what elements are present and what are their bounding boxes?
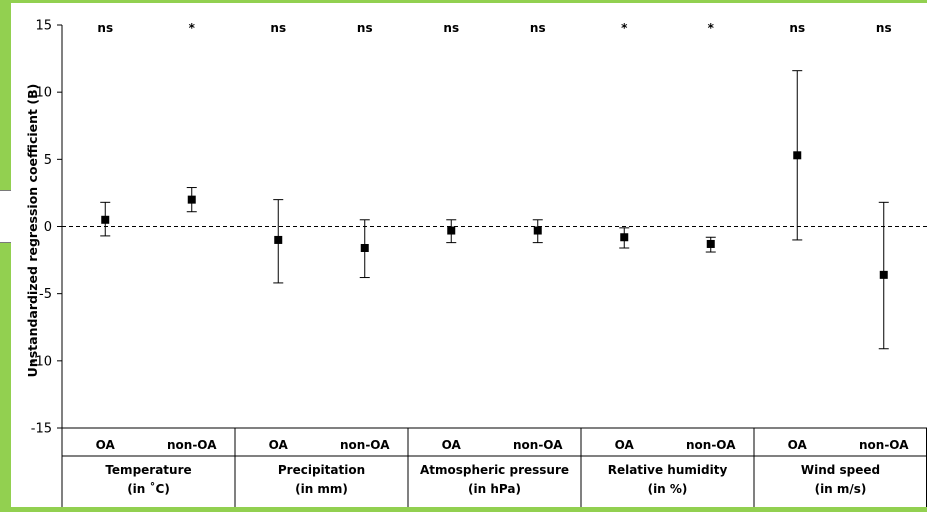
significance-label: * — [708, 21, 715, 35]
y-tick-label: -5 — [39, 287, 52, 302]
significance-label: ns — [97, 21, 113, 35]
group-unit-label: (in m/s) — [815, 482, 867, 496]
subcategory-label: non-OA — [340, 438, 390, 452]
subcategory-label: OA — [788, 438, 808, 452]
y-tick-label: 0 — [44, 220, 52, 235]
side-tab — [0, 190, 11, 243]
data-point-marker — [879, 270, 888, 279]
significance-label: ns — [876, 21, 892, 35]
y-tick-label: 5 — [44, 153, 52, 168]
data-point-marker — [533, 226, 542, 235]
significance-label: ns — [357, 21, 373, 35]
group-label: Atmospheric pressure — [420, 463, 569, 477]
y-axis-label: Unstandardized regression coefficient (B… — [25, 84, 40, 378]
y-tick-label: -15 — [31, 422, 52, 437]
group-label: Wind speed — [801, 463, 880, 477]
subcategory-label: OA — [615, 438, 635, 452]
significance-label: * — [621, 21, 628, 35]
data-point-marker — [620, 233, 629, 242]
subcategory-label: non-OA — [859, 438, 909, 452]
y-tick-label: -10 — [31, 354, 52, 369]
data-point-marker — [187, 195, 196, 204]
subcategory-label: non-OA — [686, 438, 736, 452]
significance-label: ns — [270, 21, 286, 35]
significance-label: * — [189, 21, 196, 35]
subcategory-label: OA — [442, 438, 462, 452]
regression-chart: 15 10 5 0 -5 -10 -15 Unstandardized regression … — [25, 19, 927, 507]
significance-label: ns — [443, 21, 459, 35]
group-unit-label: (in ˚C) — [127, 481, 170, 496]
y-tick-label: 15 — [35, 19, 52, 34]
group-unit-label: (in mm) — [295, 482, 348, 496]
y-tick-label: 10 — [35, 86, 52, 101]
significance-label: ns — [789, 21, 805, 35]
data-point-marker — [706, 239, 715, 248]
data-point-marker — [447, 226, 456, 235]
group-unit-label: (in %) — [648, 482, 688, 496]
group-unit-label: (in hPa) — [468, 482, 521, 496]
group-label: Temperature — [105, 463, 191, 477]
subcategory-label: OA — [96, 438, 116, 452]
subcategory-label: non-OA — [167, 438, 217, 452]
group-label: Precipitation — [278, 463, 365, 477]
data-point-marker — [274, 235, 283, 244]
subcategory-label: non-OA — [513, 438, 563, 452]
data-point-marker — [101, 215, 110, 224]
data-point-marker — [793, 151, 802, 160]
data-point-marker — [360, 243, 369, 252]
significance-label: ns — [530, 21, 546, 35]
group-label: Relative humidity — [608, 463, 728, 477]
subcategory-label: OA — [269, 438, 289, 452]
chart-frame: 15 10 5 0 -5 -10 -15 Unstandardized regression … — [11, 3, 927, 507]
